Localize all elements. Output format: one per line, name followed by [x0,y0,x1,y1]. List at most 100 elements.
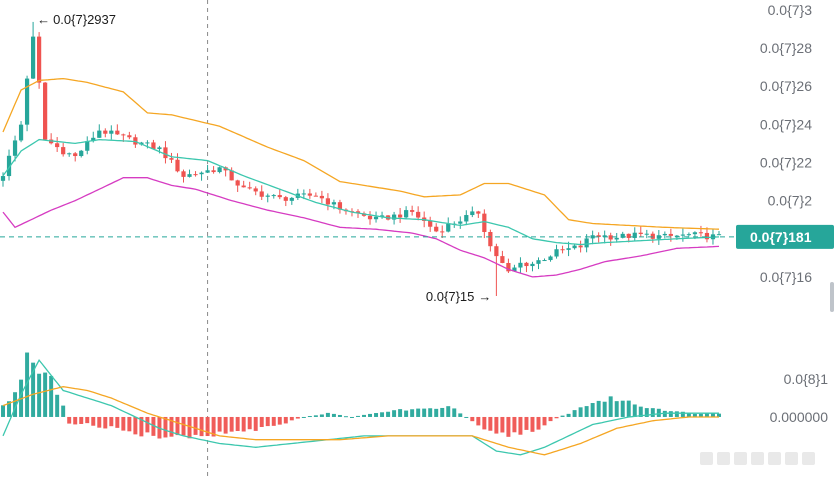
candle [24,75,30,132]
macd-histogram-bar [704,412,709,417]
candle-body [121,134,126,136]
candle [590,230,595,245]
watermark-glyph [768,452,781,465]
macd-histogram-bar [199,416,204,437]
candle [79,149,84,158]
candle [127,131,132,140]
macd-histogram-bar [524,416,529,430]
candle-body [488,232,493,247]
macd-signal-line [2,386,719,456]
macd-histogram-bar [584,406,589,417]
macd-histogram-bar [337,414,342,417]
candle [61,142,66,157]
macd-histogram-bar [205,416,210,437]
candle [313,192,318,197]
candle-body [67,153,72,155]
macd-histogram-bar [620,400,625,417]
candle [698,225,704,237]
price-axis-tick-label: 0.0{7}28 [760,40,812,56]
candle-body [241,185,246,188]
candle-body [109,130,114,134]
candle-body [620,233,625,238]
candle-body [24,78,30,125]
candle [614,232,619,243]
macd-histogram-bar [398,409,403,417]
macd-histogram-bar [680,411,685,417]
candle [488,229,493,252]
macd-histogram-bar [325,412,330,417]
candle [410,205,415,216]
candle [404,206,409,220]
candle-body [127,135,132,138]
candle-body [494,246,499,257]
macd-histogram-bar [7,401,12,417]
price-scale-handle[interactable] [830,282,834,312]
candle-body [55,143,60,148]
candle-body [524,262,529,267]
macd-histogram-bar [410,409,415,417]
macd-histogram-bar [217,416,222,432]
candle [638,226,643,237]
candle [199,171,204,181]
macd-histogram-bar [79,416,84,424]
macd-histogram-bar [494,416,499,434]
macd-histogram-bar [500,416,505,433]
candle-body [289,197,294,201]
bollinger-upper-line [2,77,720,230]
macd-histogram-bar [169,416,174,437]
candle [30,21,36,80]
macd-histogram-bar [596,400,601,417]
candle-body [163,147,168,159]
candle [295,188,300,201]
candle [73,151,78,162]
macd-line [2,359,719,456]
candle-body [632,232,637,238]
candle-body [404,210,409,218]
candle [464,210,469,226]
candle-body [692,232,698,235]
candle [277,188,282,200]
candle [434,223,439,233]
macd-histogram-bar [67,416,72,424]
macd-histogram-bar [49,375,54,417]
macd-histogram-bar [307,416,312,418]
current-price-tag [736,224,834,249]
macd-histogram-bar [362,414,366,417]
macd-histogram-bar [349,416,354,418]
candle-body [391,214,397,220]
candle-body [115,130,120,135]
macd-histogram-bar [163,416,168,438]
candle [476,210,481,218]
candle-body [698,232,704,234]
candle [704,227,710,243]
candle-body [566,248,571,250]
candle-body [61,147,66,155]
candle [18,121,24,143]
candle-body [367,215,373,220]
macd-histogram-bar [356,415,360,417]
candle-body [337,202,343,210]
candle [458,216,463,229]
candle [500,250,505,264]
macd-histogram-bar [422,408,427,417]
candle [205,164,210,174]
candle-body [548,256,553,261]
watermark-glyph [717,452,730,465]
candle [482,209,487,239]
macd-histogram-bar [506,416,511,437]
macd-histogram-bar [434,408,439,417]
macd-histogram-bar [109,416,114,427]
candle [187,169,192,178]
candle-body [584,238,589,248]
candle-body [30,36,36,79]
macd-histogram-bar [440,407,445,417]
macd-histogram-bar [416,408,421,417]
candle [325,193,331,211]
candle-body [187,174,192,177]
candle [169,152,174,164]
macd-histogram-bar [386,411,391,417]
candle [716,231,722,236]
candle-body [37,36,42,83]
macd-histogram-bar [638,406,643,417]
